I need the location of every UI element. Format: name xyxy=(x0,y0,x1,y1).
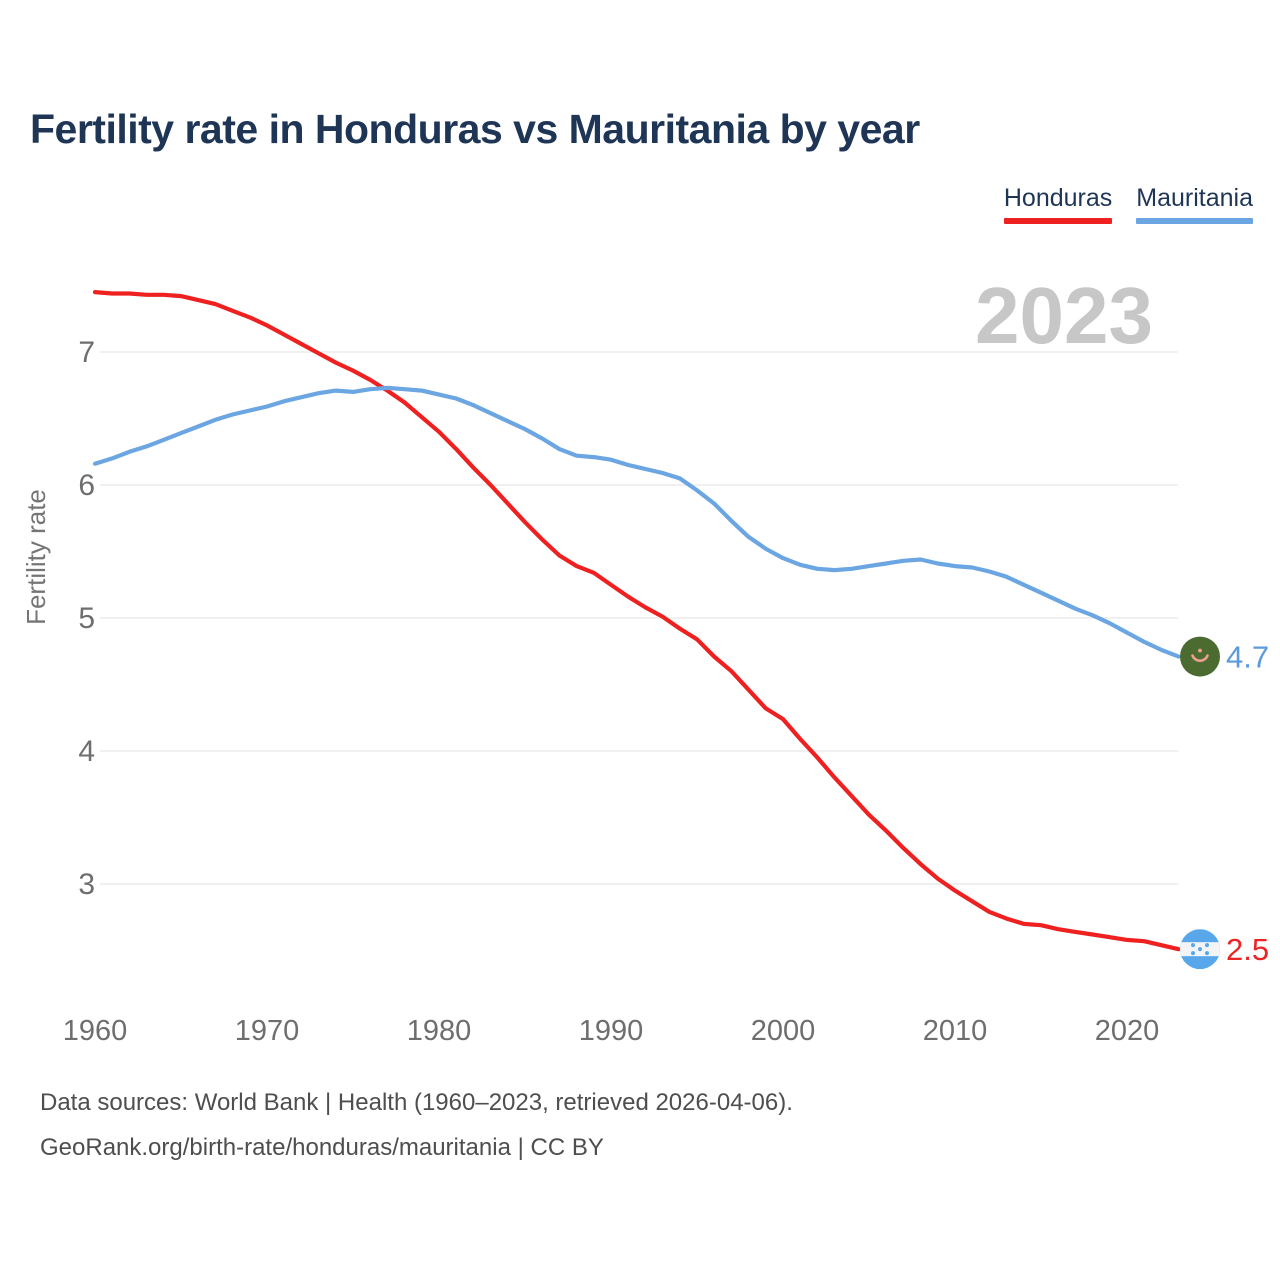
line-honduras[interactable] xyxy=(92,290,1181,952)
y-tick-4: 4 xyxy=(78,735,95,768)
mauritania-flag-icon xyxy=(1180,636,1220,677)
x-tick-1980: 1980 xyxy=(407,1015,472,1047)
honduras-flag-icon xyxy=(1180,929,1220,970)
legend-item-mauritania[interactable]: Mauritania xyxy=(1136,184,1253,224)
year-watermark: 2023 xyxy=(975,271,1153,360)
page-title: Fertility rate in Honduras vs Mauritania… xyxy=(30,106,920,152)
legend-swatch-mauritania xyxy=(1136,218,1253,224)
legend-label-honduras: Honduras xyxy=(1003,184,1113,212)
legend: Honduras Mauritania xyxy=(1003,184,1253,224)
legend-label-mauritania: Mauritania xyxy=(1136,184,1253,212)
data-source-line1: Data sources: World Bank | Health (1960–… xyxy=(40,1089,793,1116)
legend-item-honduras[interactable]: Honduras xyxy=(1003,184,1113,224)
end-value-honduras: 2.5 xyxy=(1226,932,1269,967)
y-tick-7: 7 xyxy=(78,336,95,369)
y-tick-5: 5 xyxy=(78,602,95,635)
x-tick-1990: 1990 xyxy=(579,1015,644,1047)
line-mauritania[interactable] xyxy=(92,385,1181,659)
x-tick-2020: 2020 xyxy=(1095,1015,1160,1047)
x-tick-2010: 2010 xyxy=(923,1015,988,1047)
x-tick-1970: 1970 xyxy=(235,1015,300,1047)
x-tick-2000: 2000 xyxy=(751,1015,816,1047)
x-tick-1960: 1960 xyxy=(63,1015,128,1047)
legend-swatch-honduras xyxy=(1003,218,1113,224)
end-value-mauritania: 4.7 xyxy=(1226,640,1269,675)
y-axis-label: Fertility rate xyxy=(21,489,51,625)
y-tick-6: 6 xyxy=(78,469,95,502)
y-tick-3: 3 xyxy=(78,868,95,901)
data-source-note: Data sources: World Bank | Health (1960–… xyxy=(40,1080,793,1170)
data-source-line2: GeoRank.org/birth-rate/honduras/mauritan… xyxy=(40,1134,604,1161)
